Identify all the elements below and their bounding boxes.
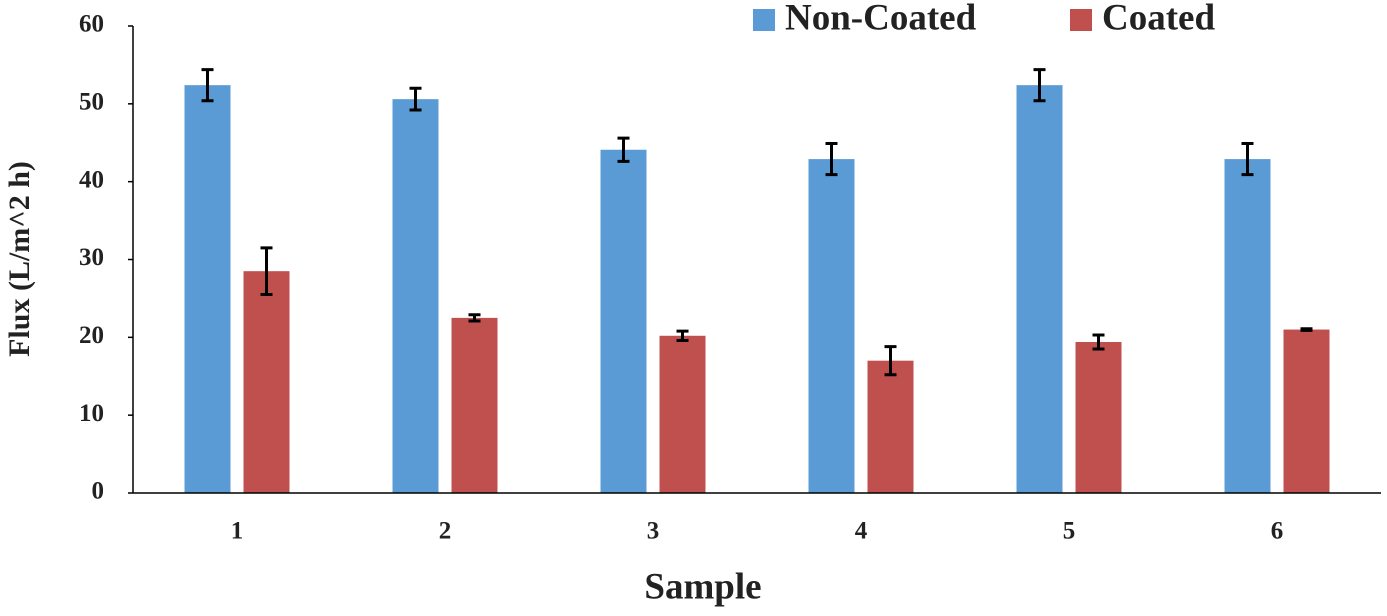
bar bbox=[392, 99, 439, 493]
error-bar bbox=[468, 313, 481, 323]
error-bar bbox=[825, 142, 838, 177]
error-bar bbox=[201, 68, 214, 103]
x-tick-label: 5 bbox=[1063, 518, 1076, 545]
y-axis-label: Flux (L/m^2 h) bbox=[3, 161, 36, 357]
x-tick-label: 1 bbox=[231, 518, 244, 545]
bar bbox=[600, 149, 647, 493]
y-tick-label: 30 bbox=[79, 244, 104, 271]
bar bbox=[243, 271, 290, 493]
y-tick-label: 0 bbox=[92, 478, 105, 505]
bar bbox=[1016, 85, 1063, 494]
legend-swatch bbox=[1070, 9, 1092, 31]
legend-label: Non-Coated bbox=[785, 0, 977, 38]
error-bar bbox=[1033, 68, 1046, 103]
y-tick-label: 50 bbox=[79, 89, 104, 116]
y-tick-label: 40 bbox=[79, 166, 104, 193]
legend-swatch bbox=[753, 9, 775, 31]
error-bar bbox=[260, 246, 273, 297]
error-bar bbox=[617, 136, 630, 163]
y-tick-label: 10 bbox=[79, 400, 104, 427]
y-tick-label: 20 bbox=[79, 322, 104, 349]
bar bbox=[808, 159, 855, 493]
bar bbox=[184, 85, 231, 494]
x-axis-label: Sample bbox=[644, 566, 761, 607]
x-tick-label: 6 bbox=[1271, 518, 1284, 545]
x-tick-label: 3 bbox=[647, 518, 660, 545]
bar bbox=[659, 335, 706, 493]
bar bbox=[1283, 329, 1330, 493]
legend-label: Coated bbox=[1102, 0, 1215, 38]
bar bbox=[867, 360, 914, 493]
error-bar bbox=[1300, 327, 1313, 332]
bar bbox=[1224, 159, 1271, 493]
error-bar bbox=[676, 329, 689, 342]
bar bbox=[1075, 342, 1122, 493]
x-tick-label: 2 bbox=[439, 518, 452, 545]
error-bar bbox=[1241, 142, 1254, 177]
error-bar bbox=[409, 86, 422, 112]
x-tick-label: 4 bbox=[855, 518, 868, 545]
error-bar bbox=[1092, 333, 1105, 351]
error-bar bbox=[884, 345, 897, 377]
bar bbox=[451, 317, 498, 493]
y-tick-label: 60 bbox=[79, 11, 104, 38]
